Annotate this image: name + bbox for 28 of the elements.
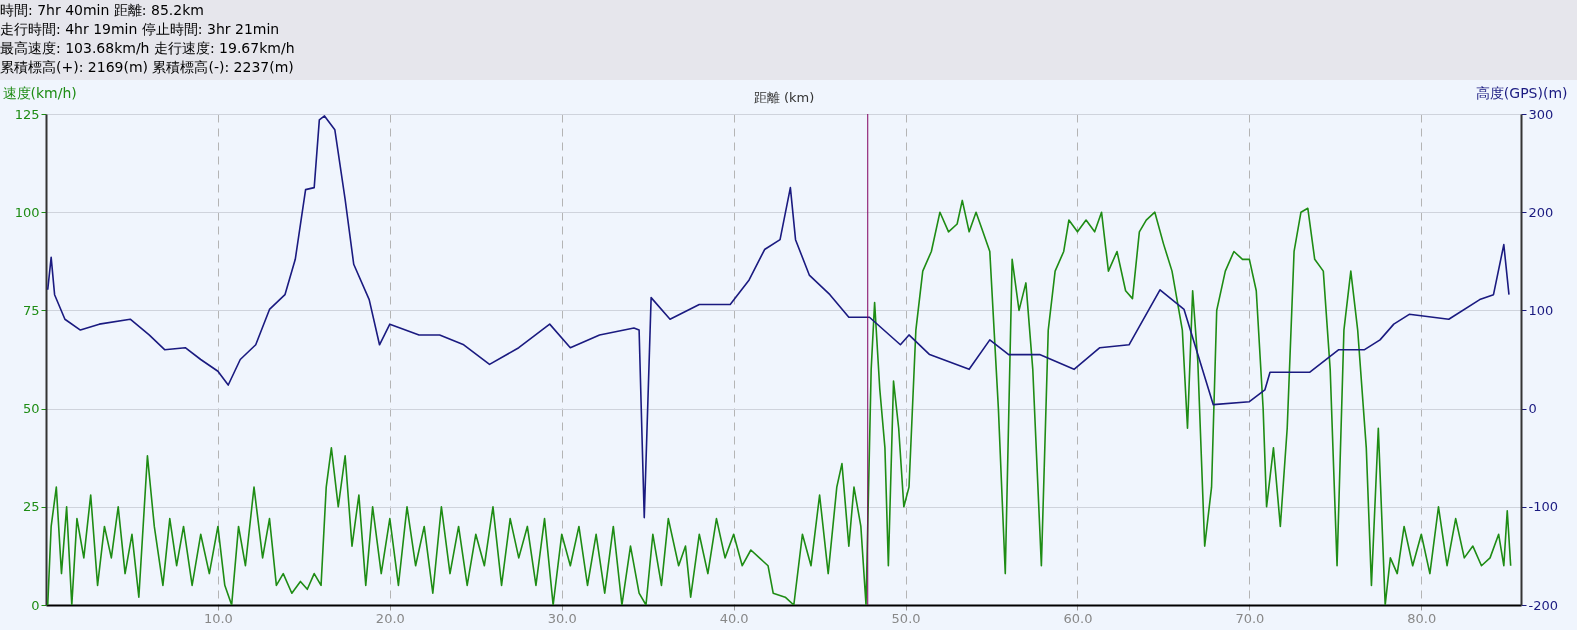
x-tick-label: 40.0 (719, 610, 749, 626)
x-tick-label: 50.0 (891, 610, 921, 626)
y2-tick-label: 300 (1528, 106, 1554, 122)
y-tick-label: 50 (22, 401, 40, 417)
y2-tick-label: 200 (1528, 204, 1554, 220)
y2-tick-label: 0 (1528, 401, 1537, 417)
y-tick-label: 100 (14, 204, 40, 220)
y2-tick-label: -100 (1528, 499, 1559, 515)
x-tick-label: 80.0 (1407, 610, 1437, 626)
y-tick-label: 25 (22, 499, 40, 515)
x-tick-label: 70.0 (1235, 610, 1265, 626)
x-tick-label: 20.0 (375, 610, 405, 626)
y-tick-label: 0 (31, 597, 40, 613)
y-axis-title: 速度(km/h) (2, 84, 77, 101)
x-axis-title: 距離 (km) (753, 89, 815, 105)
text: 最高速度: 103.68km/h 走行速度: 19.67km/h (0, 39, 296, 58)
x-tick-label: 30.0 (547, 610, 577, 626)
y2-tick-label: -200 (1528, 597, 1559, 613)
y2-tick-label: 100 (1528, 302, 1554, 318)
line-series (46, 115, 1510, 519)
text: 走行時間: 4hr 19min 停止時間: 3hr 21min (0, 20, 281, 39)
x-tick-label: 60.0 (1063, 610, 1093, 626)
x-tick-label: 10.0 (203, 610, 233, 626)
y-tick-label: 75 (22, 302, 40, 318)
text: 時間: 7hr 40min 距離: 85.2km (0, 1, 205, 20)
text: 累積標高(+): 2169(m) 累積標高(-): 2237(m) (0, 58, 295, 77)
y-tick-label: 125 (14, 106, 40, 122)
y2-axis-title: 高度(GPS)(m) (1475, 84, 1568, 101)
